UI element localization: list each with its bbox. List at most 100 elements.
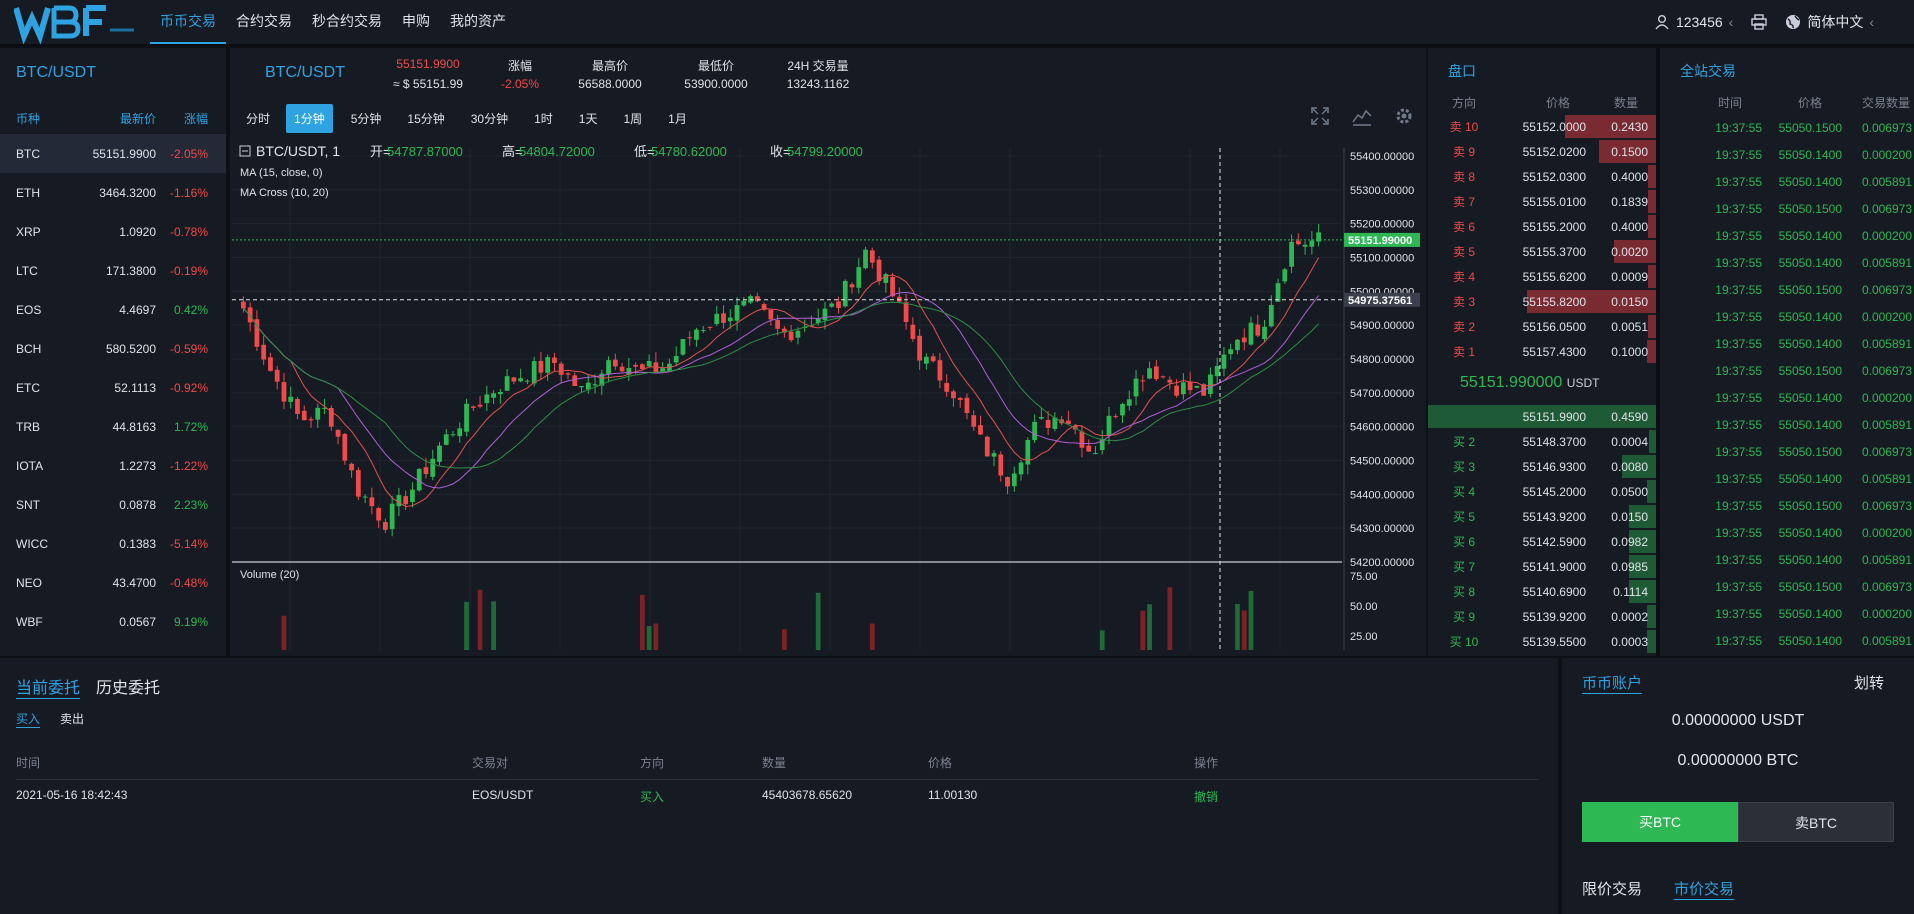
interval-tab-2[interactable]: 5分钟 — [350, 112, 382, 126]
trade-time: 19:37:55 — [1715, 120, 1762, 135]
download-button[interactable] — [1751, 14, 1768, 30]
bid-row[interactable]: 买 8 55140.6900 0.1114 — [1428, 579, 1656, 604]
bid-row[interactable]: 买 10 55139.5500 0.0003 — [1428, 629, 1656, 654]
market-row[interactable]: IOTA 1.2273 -1.22% — [0, 446, 226, 485]
ask-row[interactable]: 卖 5 55155.3700 0.0020 — [1428, 239, 1656, 264]
market-row[interactable]: TRB 44.8163 1.72% — [0, 407, 226, 446]
market-row[interactable]: EOS 4.4697 0.42% — [0, 290, 226, 329]
candle-body — [369, 497, 375, 507]
col-coin: 币种 — [16, 112, 41, 126]
indicator-icon[interactable] — [1352, 106, 1372, 126]
ask-row[interactable]: 卖 9 55152.0200 0.1500 — [1428, 139, 1656, 164]
ask-row[interactable]: 卖 3 55155.8200 0.0150 — [1428, 289, 1656, 314]
market-price: 55151.9900 — [92, 146, 156, 161]
ask-row[interactable]: 卖 4 55155.6200 0.0009 — [1428, 264, 1656, 289]
candle-body — [1221, 354, 1227, 369]
bid-row[interactable]: 买 2 55148.3700 0.0004 — [1428, 429, 1656, 454]
volume-bars — [281, 587, 1254, 650]
nav-item-4[interactable]: 我的资产 — [450, 13, 506, 29]
trade-qty: 0.000200 — [1861, 147, 1912, 162]
volume-bar — [639, 594, 645, 650]
candle-body — [450, 434, 456, 436]
market-row[interactable]: SNT 0.0878 2.23% — [0, 485, 226, 524]
tab-current-orders[interactable]: 当前委托 — [16, 674, 81, 699]
ask-price: 55152.0300 — [1522, 169, 1586, 184]
bid-price: 55143.9200 — [1522, 509, 1586, 524]
candle-body — [1018, 462, 1024, 475]
nav-item-3[interactable]: 申购 — [402, 13, 430, 29]
ask-price: 55157.4300 — [1522, 344, 1586, 359]
candle-body — [815, 318, 821, 324]
ask-side: 卖 1 — [1452, 345, 1475, 359]
interval-tab-1[interactable]: 1分钟 — [286, 104, 333, 133]
market-row[interactable]: XRP 1.0920 -0.78% — [0, 212, 226, 251]
transfer-button[interactable]: 划转 — [1853, 675, 1884, 692]
candle-body — [1099, 438, 1105, 451]
bid-row[interactable]: 买 7 55141.9000 0.0985 — [1428, 554, 1656, 579]
market-row[interactable]: ETH 3464.3200 -1.16% — [0, 173, 226, 212]
bid-qty: 0.0985 — [1611, 559, 1648, 574]
candlestick-chart[interactable]: 55400.00000 55300.00000 55200.00000 55100.0… — [230, 140, 1426, 650]
nav-item-2[interactable]: 秒合约交易 — [312, 13, 382, 29]
bid-row[interactable]: 买 3 55146.9300 0.0080 — [1428, 454, 1656, 479]
volume-bar — [1147, 604, 1152, 650]
candle-body — [1255, 324, 1261, 336]
filter-sell[interactable]: 卖出 — [60, 712, 85, 726]
ask-row[interactable]: 卖 8 55152.0300 0.4000 — [1428, 164, 1656, 189]
ask-row[interactable]: 卖 7 55155.0100 0.1839 — [1428, 189, 1656, 214]
interval-tab-3[interactable]: 15分钟 — [407, 112, 445, 126]
bid-row[interactable]: 买 4 55145.2000 0.0500 — [1428, 479, 1656, 504]
collapse-icon[interactable] — [239, 145, 251, 157]
ask-row[interactable]: 卖 2 55156.0500 0.0051 — [1428, 314, 1656, 339]
market-row[interactable]: BTC 55151.9900 -2.05% — [0, 134, 226, 173]
bid-depth-bar — [1628, 530, 1656, 553]
bid-row[interactable]: 买 155151.99000.4590 — [1428, 404, 1656, 429]
interval-tab-7[interactable]: 1周 — [623, 112, 643, 126]
last-price-value: 55151.990000 — [1460, 374, 1563, 391]
market-row[interactable]: LTC 171.3800 -0.19% — [0, 251, 226, 290]
nav-item-1[interactable]: 合约交易 — [236, 13, 292, 29]
interval-tab-4[interactable]: 30分钟 — [470, 112, 509, 126]
cancel-order-button[interactable]: 撤销 — [1194, 790, 1219, 804]
tab-history-orders[interactable]: 历史委托 — [96, 680, 161, 697]
col-price: 最新价 — [119, 112, 156, 126]
tab-market-trade[interactable]: 市价交易 — [1674, 878, 1735, 900]
interval-tab-5[interactable]: 1时 — [534, 112, 553, 126]
market-change: -1.16% — [169, 185, 208, 200]
trade-qty: 0.006973 — [1861, 363, 1912, 378]
market-row[interactable]: BCH 580.5200 -0.59% — [0, 329, 226, 368]
candle-body — [1228, 349, 1234, 355]
bid-row[interactable]: 买 6 55142.5900 0.0982 — [1428, 529, 1656, 554]
candle-body — [457, 428, 463, 437]
ask-row[interactable]: 卖 6 55155.2000 0.4000 — [1428, 214, 1656, 239]
candle-body — [403, 496, 409, 505]
market-row[interactable]: WICC 0.1383 -5.14% — [0, 524, 226, 563]
market-row[interactable]: ETC 52.1113 -0.92% — [0, 368, 226, 407]
interval-tab-6[interactable]: 1天 — [578, 112, 598, 126]
sell-btc-button[interactable]: 卖BTC — [1738, 802, 1894, 842]
candle-body — [700, 329, 706, 331]
market-row[interactable]: NEO 43.4700 -0.48% — [0, 563, 226, 602]
logo[interactable] — [14, 0, 136, 44]
trade-time: 19:37:55 — [1715, 552, 1762, 567]
interval-tab-0[interactable]: 分时 — [246, 112, 271, 126]
fullscreen-icon[interactable] — [1310, 106, 1330, 126]
ask-price: 55155.0100 — [1522, 194, 1586, 209]
bid-row[interactable]: 买 9 55139.9200 0.0002 — [1428, 604, 1656, 629]
ask-row[interactable]: 卖 1 55157.4300 0.1000 — [1428, 339, 1656, 364]
tab-limit-trade[interactable]: 限价交易 — [1582, 881, 1643, 898]
trade-row: 19:37:55 55050.1400 0.000200 — [1660, 519, 1914, 546]
last-price: 55151.990000 USDT — [1460, 374, 1599, 392]
market-change: -0.48% — [169, 575, 208, 590]
market-row[interactable]: WBF 0.0567 9.19% — [0, 602, 226, 641]
ask-row[interactable]: 卖 10 55152.0000 0.2430 — [1428, 114, 1656, 139]
buy-btc-button[interactable]: 买BTC — [1582, 802, 1738, 842]
account-title[interactable]: 币币账户 — [1582, 672, 1643, 694]
settings-icon[interactable] — [1394, 106, 1414, 126]
interval-tab-8[interactable]: 1月 — [668, 112, 687, 126]
user-menu[interactable]: 123456 ‹ — [1654, 14, 1733, 30]
bid-row[interactable]: 买 5 55143.9200 0.0150 — [1428, 504, 1656, 529]
filter-buy[interactable]: 买入 — [16, 712, 41, 728]
language-select[interactable]: 简体中文 ‹ — [1785, 12, 1874, 32]
nav-item-0[interactable]: 币币交易 — [150, 0, 226, 44]
